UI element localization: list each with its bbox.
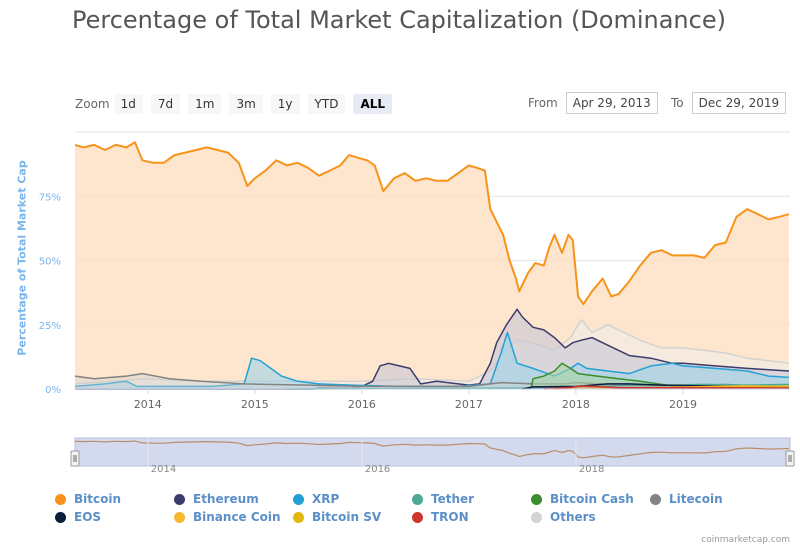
x-tick-label: 2018 (562, 398, 590, 411)
legend-marker (412, 511, 423, 523)
zoom-button-1m[interactable]: 1m (188, 94, 222, 114)
legend-label: Bitcoin Cash (550, 492, 634, 506)
zoom-button-3m[interactable]: 3m (229, 94, 263, 114)
legend-item-bitcoin[interactable]: Bitcoin (55, 492, 121, 506)
to-date-input[interactable]: Dec 29, 2019 (691, 92, 787, 114)
zoom-button-1y[interactable]: 1y (270, 94, 300, 114)
zoom-button-ytd[interactable]: YTD (307, 94, 346, 114)
legend-marker (650, 493, 661, 505)
legend-item-binance-coin[interactable]: Binance Coin (174, 510, 281, 524)
from-label: From (528, 96, 558, 110)
x-tick-label: 2014 (134, 398, 162, 411)
legend-label: XRP (312, 492, 340, 506)
credit-link[interactable]: coinmarketcap.com (701, 535, 790, 545)
series-line-xrp (74, 331, 789, 388)
x-tick-label: 2015 (241, 398, 269, 411)
legend-item-tether[interactable]: Tether (412, 492, 474, 506)
legend-item-xrp[interactable]: XRP (293, 492, 339, 506)
range-from: From Apr 29, 2013 (528, 92, 658, 114)
from-date-input[interactable]: Apr 29, 2013 (565, 92, 658, 114)
series-area-xrp (75, 332, 789, 389)
legend-label: EOS (74, 510, 102, 524)
series-line-bitcoin (74, 141, 790, 306)
legend-marker (293, 493, 304, 505)
x-tick-label: 2016 (348, 398, 376, 411)
series-line-tether (286, 383, 789, 390)
legend-item-tron[interactable]: TRON (412, 510, 469, 524)
legend-marker (174, 493, 185, 505)
chart-title: Percentage of Total Market Capitalizatio… (72, 6, 726, 34)
series-area-bitcoin-cash (531, 363, 789, 389)
legend-label: Ethereum (193, 492, 259, 506)
navigator-handle-right[interactable] (785, 450, 795, 467)
legend-marker (174, 511, 185, 523)
y-tick-label: 50% (39, 257, 61, 268)
legend-marker (531, 493, 542, 505)
legend-item-bitcoin-sv[interactable]: Bitcoin SV (293, 510, 381, 524)
y-tick-label: 0% (45, 385, 61, 396)
legend-label: Others (550, 510, 596, 524)
range-to: To Dec 29, 2019 (671, 92, 787, 114)
navigator-tick-label: 2018 (579, 464, 604, 475)
legend-item-eos[interactable]: EOS (55, 510, 101, 524)
series-line-others (74, 318, 789, 385)
legend-label: Bitcoin SV (312, 510, 382, 524)
navigator-tick-label: 2014 (151, 464, 176, 475)
legend-label: Litecoin (669, 492, 723, 506)
legend-marker (293, 511, 304, 523)
zoom-button-all[interactable]: ALL (353, 94, 393, 114)
legend-marker (55, 511, 66, 523)
legend-label: Bitcoin (74, 492, 122, 506)
legend-marker (55, 493, 66, 505)
legend-item-ethereum[interactable]: Ethereum (174, 492, 259, 506)
legend-item-bitcoin-cash[interactable]: Bitcoin Cash (531, 492, 634, 506)
series-area-ethereum (75, 309, 789, 389)
legend-label: Binance Coin (193, 510, 281, 524)
legend-marker (531, 511, 542, 523)
zoom-button-1d[interactable]: 1d (113, 94, 143, 114)
to-label: To (671, 96, 684, 110)
navigator-tick-label: 2016 (365, 464, 390, 475)
series-line-tron (543, 385, 789, 390)
y-tick-label: 75% (39, 192, 61, 203)
x-tick-label: 2019 (669, 398, 697, 411)
series-line-ethereum (75, 308, 789, 390)
navigator-mask (74, 437, 791, 467)
legend-item-litecoin[interactable]: Litecoin (650, 492, 723, 506)
zoom-bar: Zoom 1d 7d 1m 3m 1y YTD ALL (75, 93, 400, 115)
legend-label: TRON (431, 510, 469, 524)
legend-item-others[interactable]: Others (531, 510, 596, 524)
y-tick-label: 25% (39, 321, 61, 332)
navigator-series (74, 440, 789, 459)
legend-label: Tether (431, 492, 475, 506)
legend-marker (412, 493, 423, 505)
navigator-handle-left[interactable] (70, 450, 80, 467)
zoom-button-7d[interactable]: 7d (150, 94, 181, 114)
x-tick-label: 2017 (455, 398, 483, 411)
zoom-label: Zoom (75, 97, 110, 111)
